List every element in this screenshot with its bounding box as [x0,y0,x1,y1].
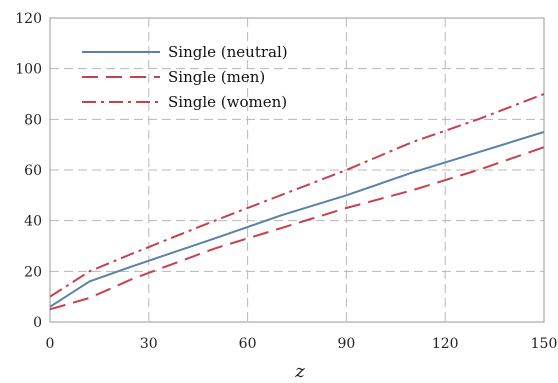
y-tick-label: 20 [24,264,42,280]
x-tick-label: 120 [432,336,459,352]
x-tick-label: 150 [531,336,558,352]
x-tick-label: 0 [46,336,55,352]
series-lines [50,93,544,311]
x-tick-label: 90 [337,336,355,352]
y-tick-label: 100 [15,62,42,78]
x-axis-title: z [294,361,305,382]
series-line-1 [50,131,544,308]
legend: Single (neutral) Single (men) Single (wome… [82,43,288,111]
legend-label-2: Single (men) [168,68,265,86]
y-tick-label: 80 [24,112,42,128]
series-line-2 [50,146,544,311]
x-tick-label: 60 [239,336,257,352]
axes: 0 20 40 60 80 100 120 0 30 60 90 120 150 [15,11,557,352]
y-tick-label: 60 [24,163,42,179]
y-tick-label: 120 [15,11,42,27]
y-tick-label: 40 [24,214,42,230]
legend-label-3: Single (women) [168,93,287,111]
x-tick-label: 30 [140,336,158,352]
plot-frame [49,17,545,323]
series-line-3 [50,93,544,298]
y-tick-label: 0 [33,315,42,331]
legend-label-1: Single (neutral) [168,43,288,61]
grid [50,18,544,322]
